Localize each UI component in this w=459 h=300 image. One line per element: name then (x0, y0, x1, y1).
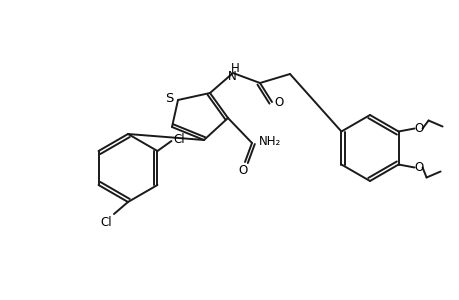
Text: O: O (413, 161, 422, 174)
Text: S: S (164, 92, 173, 104)
Text: O: O (413, 122, 422, 135)
Text: Cl: Cl (100, 215, 112, 229)
Text: NH₂: NH₂ (258, 134, 280, 148)
Text: N: N (227, 70, 236, 83)
Text: O: O (238, 164, 247, 176)
Text: O: O (274, 95, 283, 109)
Text: Cl: Cl (173, 133, 185, 146)
Text: H: H (230, 61, 239, 74)
